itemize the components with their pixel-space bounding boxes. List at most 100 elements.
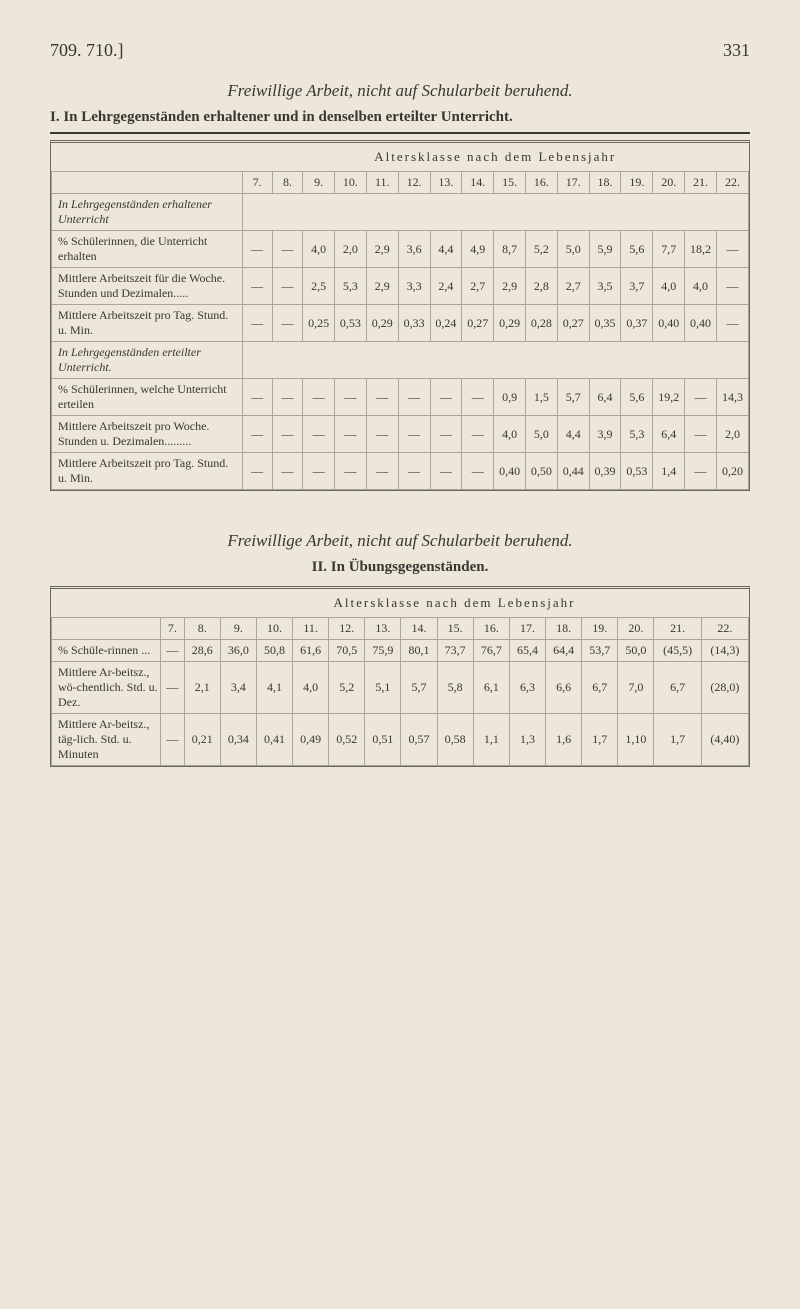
cell: 5,2 bbox=[329, 662, 365, 714]
cell: 0,58 bbox=[437, 714, 473, 766]
cell: — bbox=[716, 268, 748, 305]
cell: — bbox=[462, 453, 494, 490]
cell: 6,6 bbox=[546, 662, 582, 714]
cell: 0,35 bbox=[589, 305, 621, 342]
cell: — bbox=[335, 416, 367, 453]
cell: — bbox=[398, 416, 430, 453]
cell: — bbox=[161, 640, 185, 662]
col-head: 7. bbox=[161, 618, 185, 640]
col-head: 10. bbox=[256, 618, 292, 640]
cell: 0,49 bbox=[293, 714, 329, 766]
cell: 2,9 bbox=[494, 268, 526, 305]
col-head: 11. bbox=[293, 618, 329, 640]
table1-caption-row: Altersklasse nach dem Lebensjahr bbox=[52, 143, 749, 172]
cell: 4,1 bbox=[256, 662, 292, 714]
cell: 0,29 bbox=[494, 305, 526, 342]
cell: — bbox=[272, 379, 302, 416]
cell: 4,4 bbox=[557, 416, 589, 453]
col-head: 21. bbox=[654, 618, 701, 640]
cell: 2,9 bbox=[366, 231, 398, 268]
cell: — bbox=[242, 305, 272, 342]
cell: 2,9 bbox=[366, 268, 398, 305]
table2-caption: Altersklasse nach dem Lebensjahr bbox=[161, 589, 749, 618]
cell: 0,27 bbox=[462, 305, 494, 342]
group2-header: In Lehrgegenständen erteilter Unterricht… bbox=[52, 342, 243, 379]
col-head: 18. bbox=[589, 172, 621, 194]
cell: 80,1 bbox=[401, 640, 437, 662]
col-head: 11. bbox=[366, 172, 398, 194]
table2: Altersklasse nach dem Lebensjahr 7. 8. 9… bbox=[51, 589, 749, 766]
cell: — bbox=[272, 453, 302, 490]
cell: 0,33 bbox=[398, 305, 430, 342]
col-head: 9. bbox=[220, 618, 256, 640]
cell: 6,3 bbox=[509, 662, 545, 714]
table1: Altersklasse nach dem Lebensjahr 7. 8. 9… bbox=[51, 143, 749, 490]
cell: — bbox=[430, 453, 462, 490]
table-row: % Schülerinnen, welche Unterricht erteil… bbox=[52, 379, 749, 416]
cell: 1,7 bbox=[654, 714, 701, 766]
cell: 4,0 bbox=[685, 268, 717, 305]
cell: 19,2 bbox=[653, 379, 685, 416]
cell: — bbox=[161, 662, 185, 714]
table2-caption-row: Altersklasse nach dem Lebensjahr bbox=[52, 589, 749, 618]
cell: 0,20 bbox=[716, 453, 748, 490]
cell: 5,2 bbox=[525, 231, 557, 268]
cell: — bbox=[430, 416, 462, 453]
table-row: Mittlere Ar-beitsz., täg-lich. Std. u. M… bbox=[52, 714, 749, 766]
table-row: % Schülerinnen, die Unterricht erhalten—… bbox=[52, 231, 749, 268]
cell: 0,40 bbox=[653, 305, 685, 342]
cell: (28,0) bbox=[701, 662, 748, 714]
group1-header-row: In Lehrgegenständen erhaltener Unterrich… bbox=[52, 194, 749, 231]
cell: 0,28 bbox=[525, 305, 557, 342]
cell: — bbox=[366, 453, 398, 490]
cell: 18,2 bbox=[685, 231, 717, 268]
cell: 0,53 bbox=[621, 453, 653, 490]
cell: 14,3 bbox=[716, 379, 748, 416]
cell: 6,7 bbox=[582, 662, 618, 714]
cell: — bbox=[366, 379, 398, 416]
col-head: 10. bbox=[335, 172, 367, 194]
cell: 6,4 bbox=[589, 379, 621, 416]
cell: 4,4 bbox=[430, 231, 462, 268]
cell: 0,39 bbox=[589, 453, 621, 490]
table-row: % Schüle-rinnen ...—28,636,050,861,670,5… bbox=[52, 640, 749, 662]
col-head: 8. bbox=[272, 172, 302, 194]
cell: 5,3 bbox=[335, 268, 367, 305]
cell: 2,0 bbox=[716, 416, 748, 453]
cell: — bbox=[303, 453, 335, 490]
cell: 50,0 bbox=[618, 640, 654, 662]
cell: — bbox=[685, 416, 717, 453]
cell: 0,25 bbox=[303, 305, 335, 342]
cell: 5,6 bbox=[621, 231, 653, 268]
cell: — bbox=[398, 453, 430, 490]
cell: — bbox=[462, 379, 494, 416]
col-head: 14. bbox=[462, 172, 494, 194]
col-head: 16. bbox=[473, 618, 509, 640]
cell: 1,7 bbox=[582, 714, 618, 766]
group2-header-row: In Lehrgegenständen erteilter Unterricht… bbox=[52, 342, 749, 379]
cell: 5,1 bbox=[365, 662, 401, 714]
col-head: 19. bbox=[621, 172, 653, 194]
cell: 1,1 bbox=[473, 714, 509, 766]
row-label: Mittlere Ar-beitsz., wö-chentlich. Std. … bbox=[52, 662, 161, 714]
table1-wrap: Altersklasse nach dem Lebensjahr 7. 8. 9… bbox=[50, 140, 750, 491]
col-head: 15. bbox=[494, 172, 526, 194]
col-head: 13. bbox=[365, 618, 401, 640]
col-head: 8. bbox=[184, 618, 220, 640]
cell: — bbox=[242, 416, 272, 453]
cell: 3,3 bbox=[398, 268, 430, 305]
cell: — bbox=[272, 231, 302, 268]
cell: 1,5 bbox=[525, 379, 557, 416]
page-header: 709. 710.] 331 bbox=[50, 40, 750, 61]
cell: (14,3) bbox=[701, 640, 748, 662]
col-head: 7. bbox=[242, 172, 272, 194]
col-head: 22. bbox=[701, 618, 748, 640]
cell: — bbox=[272, 268, 302, 305]
cell: (45,5) bbox=[654, 640, 701, 662]
section2-subtitle: II. In Übungsgegenständen. bbox=[50, 559, 750, 576]
cell: — bbox=[398, 379, 430, 416]
cell: 5,8 bbox=[437, 662, 473, 714]
cell: 2,7 bbox=[462, 268, 494, 305]
row-label: Mittlere Arbeitszeit pro Tag. Stund. u. … bbox=[52, 453, 243, 490]
table-row: Mittlere Arbeitszeit pro Woche. Stunden … bbox=[52, 416, 749, 453]
